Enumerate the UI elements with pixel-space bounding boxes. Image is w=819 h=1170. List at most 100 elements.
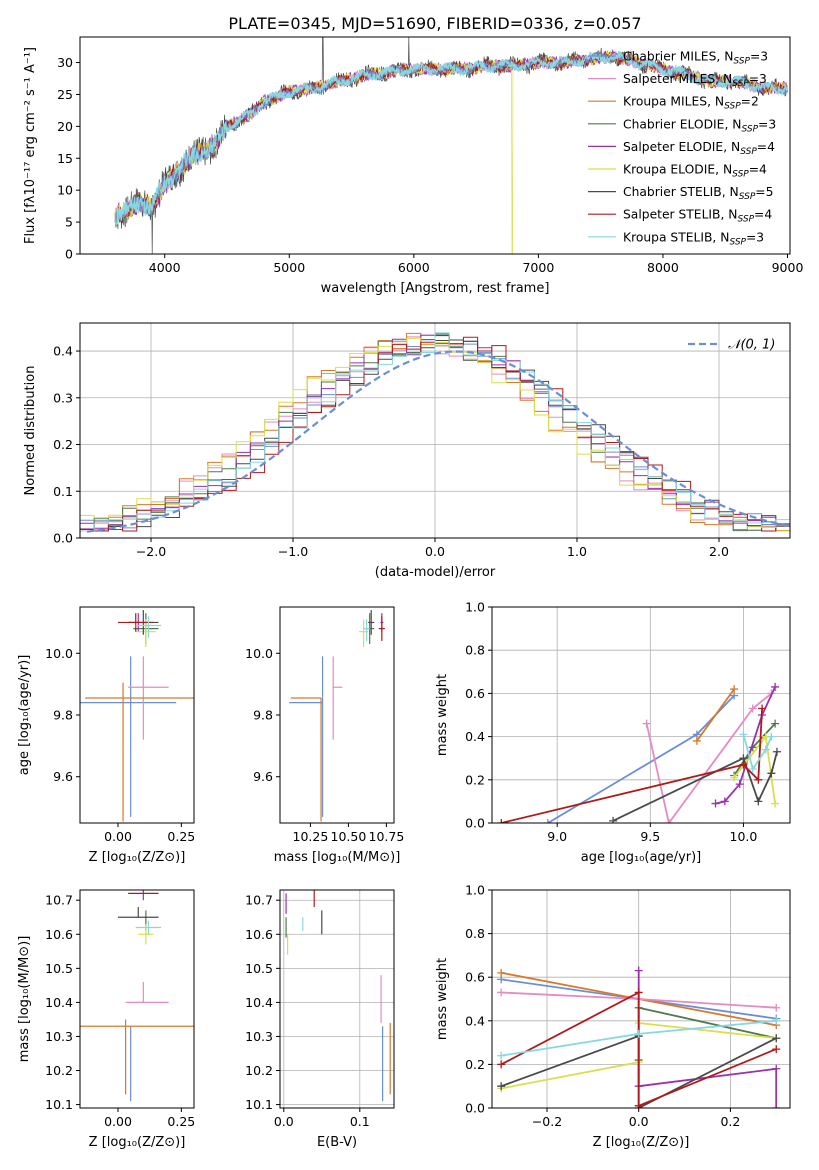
y-tick-label: 15 bbox=[57, 151, 73, 166]
spectrum-legend: Chabrier MILES, NSSP=3 Salpeter MILES, NS… bbox=[588, 50, 776, 247]
y-tick-label: 25 bbox=[57, 87, 73, 102]
y-tick-label: 10 bbox=[57, 183, 73, 198]
x-tick-label: 9.0 bbox=[547, 829, 567, 844]
y-tick-label: 10.3 bbox=[245, 1029, 273, 1044]
weight-marker bbox=[771, 799, 780, 808]
x-axis-label: mass [log₁₀(M/M⊙)] bbox=[274, 850, 401, 865]
axes-frame bbox=[279, 606, 395, 824]
x-tick-label: 0.25 bbox=[167, 829, 195, 844]
x-axis-label: (data-model)/error bbox=[375, 565, 496, 580]
weight-marker bbox=[497, 968, 506, 977]
weight-vs-age-panel: 9.0 9.5 10.0 0.0 0.2 0.4 0.6 0.8 1.0 age [log₁₀(a… bbox=[435, 600, 791, 865]
y-tick-label: 0.2 bbox=[53, 437, 73, 452]
x-tick-label: 1.0 bbox=[567, 544, 587, 559]
legend-subscript: SSP bbox=[729, 237, 746, 247]
weight-marker bbox=[735, 780, 744, 789]
legend-count: =5 bbox=[755, 185, 773, 199]
y-tick-label: 10.1 bbox=[245, 1097, 273, 1112]
legend-count: =4 bbox=[754, 208, 772, 222]
weight-marker bbox=[634, 1029, 643, 1038]
mass-vs-ebv-panel: 0.0 0.1 10.1 10.2 10.3 10.4 10.5 10.6 10.7 E(B-V) bbox=[245, 889, 395, 1150]
axes-frame bbox=[79, 889, 195, 1109]
y-tick-label: 9.8 bbox=[53, 708, 73, 723]
x-tick-label: 10.75 bbox=[369, 829, 405, 844]
weight-vs-metallicity-panel: −0.2 0.0 0.2 0.0 0.2 0.4 0.6 0.8 1.0 Z [log₁₀(Z/Z… bbox=[435, 883, 791, 1150]
x-tick-label: 0.2 bbox=[720, 1114, 740, 1129]
y-axis-label: mass weight bbox=[435, 674, 450, 756]
y-tick-label: 0 bbox=[65, 247, 73, 262]
legend-count: =4 bbox=[749, 163, 767, 177]
legend-label: Salpeter STELIB, NSSP=4 bbox=[623, 208, 772, 225]
y-tick-label: 0.0 bbox=[465, 1101, 485, 1116]
y-tick-label: 0.1 bbox=[53, 484, 73, 499]
weight-marker bbox=[730, 685, 739, 694]
weight-marker bbox=[739, 730, 748, 739]
weight-marker bbox=[772, 1016, 781, 1025]
x-tick-label: 0.0 bbox=[274, 1114, 294, 1129]
y-tick-label: 0.2 bbox=[465, 772, 485, 787]
y-tick-label: 20 bbox=[57, 119, 73, 134]
x-tick-label: −2.0 bbox=[136, 544, 166, 559]
legend-label: Chabrier ELODIE, NSSP=3 bbox=[623, 117, 776, 134]
x-tick-label: 5000 bbox=[273, 260, 305, 275]
x-tick-label: 7000 bbox=[522, 260, 554, 275]
legend-subscript: SSP bbox=[740, 147, 757, 157]
axes-frame bbox=[79, 36, 791, 255]
x-tick-label: 0.0 bbox=[425, 544, 445, 559]
y-tick-label: 10.5 bbox=[45, 961, 73, 976]
y-tick-label: 10.5 bbox=[245, 961, 273, 976]
plot-area bbox=[80, 610, 194, 822]
weight-marker bbox=[767, 732, 776, 741]
x-tick-label: 9000 bbox=[772, 260, 804, 275]
y-tick-label: 0.3 bbox=[53, 390, 73, 405]
y-tick-label: 0.4 bbox=[465, 729, 485, 744]
legend-count: =3 bbox=[746, 230, 764, 244]
axes-frame bbox=[79, 606, 195, 824]
plot-area bbox=[114, 37, 789, 254]
legend-label: Chabrier MILES, NSSP=3 bbox=[623, 50, 768, 67]
weight-marker bbox=[634, 966, 643, 975]
weight-marker bbox=[771, 682, 780, 691]
legend-subscript: SSP bbox=[732, 79, 749, 89]
weight-marker bbox=[772, 747, 781, 756]
weight-marker bbox=[634, 1101, 643, 1108]
weight-marker bbox=[739, 760, 748, 769]
x-axis-label: wavelength [Angstrom, rest frame] bbox=[321, 281, 550, 296]
y-axis-label: Normed distribution bbox=[23, 366, 38, 496]
y-tick-label: 10.4 bbox=[45, 995, 73, 1010]
x-tick-label: 6000 bbox=[398, 260, 430, 275]
y-tick-label: 0.6 bbox=[465, 970, 485, 985]
y-axis-label: Flux [fλ10⁻¹⁷ erg cm⁻² s⁻¹ A⁻¹] bbox=[23, 47, 38, 244]
legend-label: Kroupa STELIB, NSSP=3 bbox=[623, 230, 764, 247]
y-axis-label: mass weight bbox=[435, 958, 450, 1040]
weight-marker bbox=[497, 988, 506, 997]
legend-subscript: SSP bbox=[724, 102, 741, 112]
weight-marker bbox=[772, 1064, 781, 1073]
plot-area bbox=[497, 682, 781, 823]
weight-line bbox=[645, 692, 772, 823]
legend-subscript: SSP bbox=[738, 215, 755, 225]
axes-frame bbox=[491, 606, 791, 824]
x-tick-label: 0.25 bbox=[167, 1114, 195, 1129]
x-tick-label: 2.0 bbox=[709, 544, 729, 559]
weight-marker bbox=[692, 736, 701, 745]
weight-marker bbox=[771, 719, 780, 728]
residuals-panel: −2.0 −1.0 0.0 1.0 2.0 0.0 0.1 0.2 0.3 0.4 (data-mo… bbox=[23, 322, 791, 580]
weight-marker bbox=[642, 719, 651, 728]
weight-marker bbox=[664, 819, 673, 823]
weight-marker bbox=[543, 819, 552, 823]
y-tick-label: 0.2 bbox=[465, 1057, 485, 1072]
legend-count: =3 bbox=[749, 72, 767, 86]
x-tick-label: 4000 bbox=[149, 260, 181, 275]
plot-area bbox=[80, 332, 790, 533]
weight-marker bbox=[772, 1034, 781, 1043]
weight-line bbox=[742, 734, 773, 772]
x-tick-label: 10.50 bbox=[331, 829, 367, 844]
figure-title: PLATE=0345, MJD=51690, FIBERID=0336, z=0… bbox=[228, 14, 641, 33]
plot-area bbox=[497, 966, 781, 1108]
x-axis-label: Z [log₁₀(Z/Z⊙)] bbox=[89, 1135, 186, 1150]
weight-marker bbox=[748, 765, 757, 773]
y-tick-label: 1.0 bbox=[465, 600, 485, 615]
y-tick-label: 0.0 bbox=[53, 531, 73, 546]
weight-marker bbox=[497, 1060, 506, 1069]
